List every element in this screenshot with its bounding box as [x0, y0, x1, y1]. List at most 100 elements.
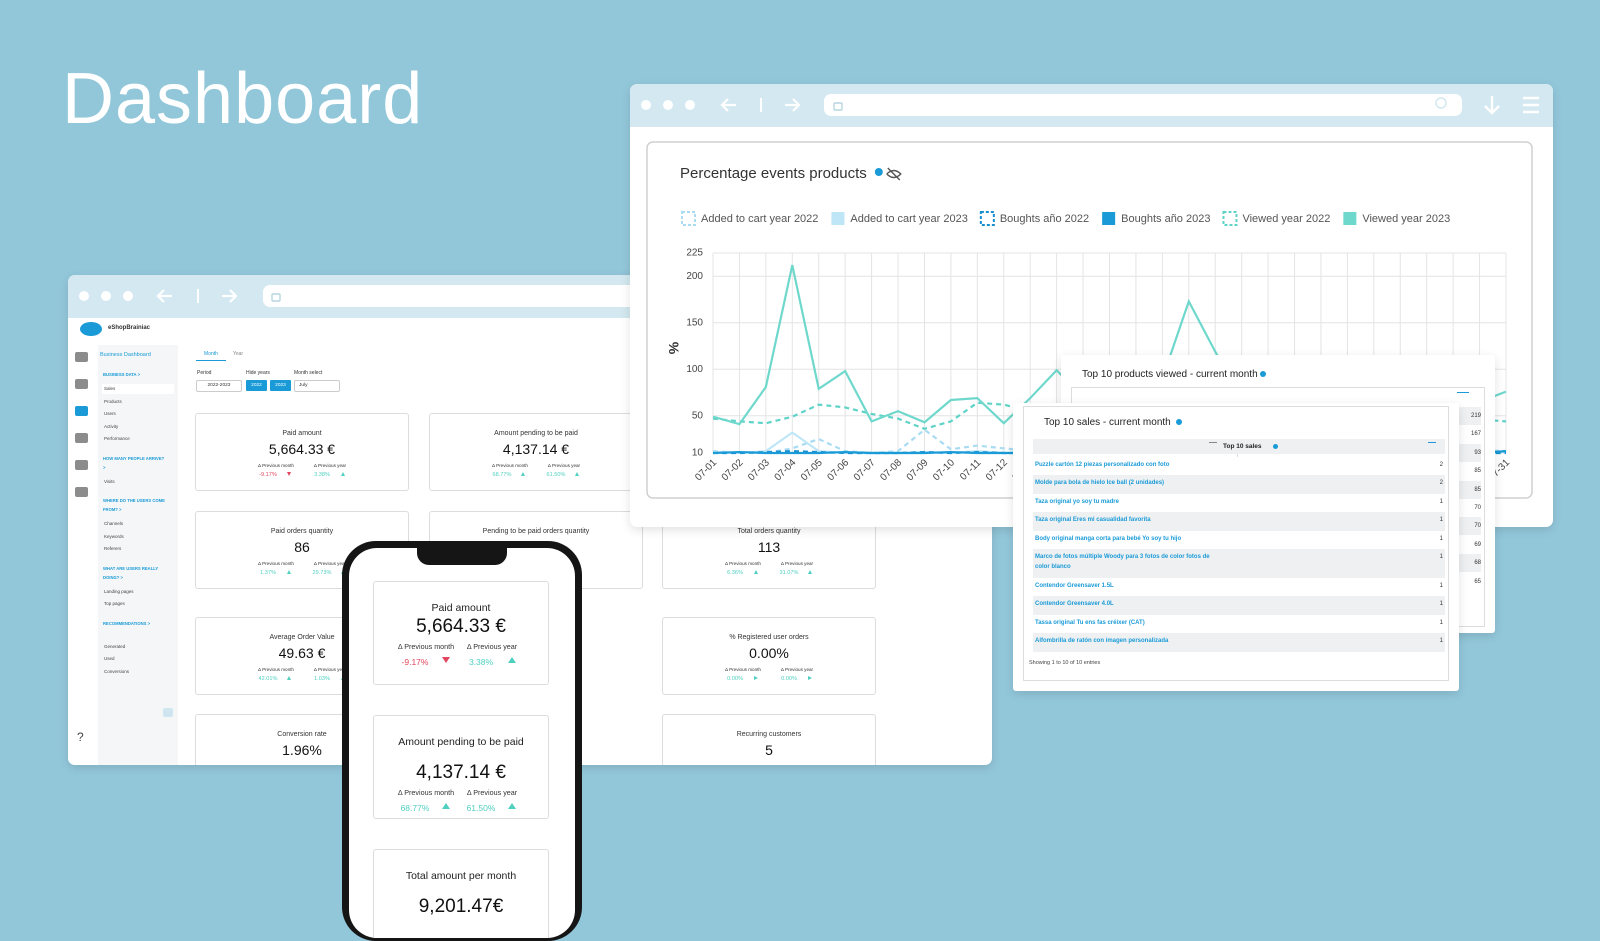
kpi-title: Amount pending to be paid: [494, 430, 578, 437]
delta-label: Δ Previous year: [313, 463, 347, 468]
sidebar-item[interactable]: Used: [104, 656, 115, 661]
product-name[interactable]: Taza original yo soy tu madre: [1035, 498, 1119, 505]
kpi-title: Total orders quantity: [737, 528, 801, 535]
delta-value: 68.77%: [400, 803, 430, 813]
kpi-value: 113: [757, 539, 781, 555]
info-icon: [1273, 444, 1278, 449]
window-dot: [685, 100, 695, 110]
year-toggle[interactable]: 2023: [270, 380, 291, 391]
sidebar-item[interactable]: Performance: [104, 436, 130, 441]
kpi-value: 5,664.33 €: [416, 616, 506, 637]
nav-icon[interactable]: [75, 487, 88, 497]
product-name[interactable]: Tassa original Tu ens fas créixer (CAT): [1035, 619, 1145, 626]
nav-icon[interactable]: [75, 379, 88, 389]
menu-icon[interactable]: [1523, 96, 1539, 114]
delta-value: 3.38%: [468, 657, 494, 667]
period-select[interactable]: 2022-2023: [196, 380, 242, 392]
collapse-button[interactable]: [163, 708, 173, 717]
sales-count: 1: [1439, 517, 1443, 524]
column-header[interactable]: Top 10 sales: [1223, 443, 1262, 450]
product-name[interactable]: Puzzle cartón 12 piezas personalizado co…: [1035, 462, 1170, 468]
product-name[interactable]: Contendor Greensaver 1.5L: [1035, 583, 1114, 589]
tab[interactable]: Month: [196, 351, 226, 361]
trend-icon: [575, 472, 579, 476]
legend-label: Viewed year 2023: [1362, 213, 1450, 225]
sidebar-item[interactable]: Channels: [104, 521, 124, 526]
address-bar[interactable]: [824, 94, 1462, 116]
legend-label: Added to cart year 2023: [850, 213, 967, 225]
delta-label: Δ Previous month: [397, 642, 455, 651]
product-name[interactable]: Taza original Eres mi casualidad favorit…: [1035, 517, 1151, 524]
product-name[interactable]: Alfombrilla de ratón con imagen personal…: [1035, 638, 1169, 645]
tab[interactable]: Year: [232, 351, 244, 357]
forward-arrow[interactable]: [785, 98, 801, 112]
delta-label: Δ Previous year: [313, 667, 347, 672]
sales-count: 1: [1439, 601, 1443, 608]
sidebar-item[interactable]: Conversions: [104, 668, 130, 674]
kpi-title: Average Order Value: [269, 634, 335, 641]
delta-value: 0.00%: [781, 676, 797, 682]
kpi-value: 5,664.33 €: [268, 441, 336, 457]
download-icon[interactable]: [1484, 96, 1500, 115]
legend-swatch: [1222, 211, 1238, 226]
search-icon[interactable]: [1435, 97, 1447, 109]
sidebar-item[interactable]: Landing pages: [104, 588, 134, 594]
back-arrow[interactable]: [720, 98, 736, 112]
brand: eShopBrainiac: [108, 325, 151, 331]
nav-icon[interactable]: [75, 352, 88, 362]
delta-label: Δ Previous month: [724, 561, 761, 566]
table-row: [1033, 596, 1445, 615]
sales-count: 1: [1439, 638, 1443, 645]
sidebar-item[interactable]: Users: [104, 411, 116, 416]
nav-icon[interactable]: [75, 433, 88, 443]
y-tick-label: 10: [692, 448, 704, 459]
kpi-card: Total amount per month 9,201.47€: [373, 849, 549, 938]
sidebar-item[interactable]: Top pages: [104, 601, 125, 606]
chart-title: Percentage events products: [680, 165, 867, 182]
month-select[interactable]: July: [294, 380, 340, 392]
sort-icon[interactable]: [1428, 442, 1436, 450]
lock-icon: [833, 102, 843, 111]
sidebar-item[interactable]: Activity: [104, 423, 119, 429]
section-heading: WHERE DO THE USERS COME FROM? >: [103, 498, 165, 512]
info-icon: [1260, 371, 1266, 377]
forward-arrow[interactable]: [222, 289, 238, 303]
kpi-title: % Registered user orders: [729, 634, 809, 641]
y-tick-label: 225: [686, 248, 703, 259]
sort-icon[interactable]: [1457, 392, 1469, 401]
sidebar-item[interactable]: Products: [104, 398, 122, 404]
sidebar-item[interactable]: Keywords: [104, 533, 124, 539]
window-dot: [663, 100, 673, 110]
table-row: [1033, 475, 1445, 494]
body: Dashboard eShopBrainiac? Business Dashboa…: [62, 59, 1553, 941]
sidebar-item[interactable]: Generated: [104, 643, 126, 649]
product-name[interactable]: Contendor Greensaver 4.0L: [1035, 601, 1114, 608]
legend-swatch: [681, 211, 696, 226]
window-dot: [79, 291, 89, 301]
delta-value: 68.77%: [492, 472, 512, 478]
sort-icon[interactable]: [1209, 442, 1217, 450]
product-name[interactable]: Molde para bola de hielo Ice ball (2 uni…: [1035, 480, 1165, 487]
delta-label: Δ Previous year: [547, 463, 581, 468]
product-name[interactable]: Marco de fotos múltiple Woody para 3 fot…: [1035, 554, 1210, 570]
section-heading: WHAT ARE USERS REALLY DOING? >: [103, 565, 159, 580]
product-name[interactable]: Body original manga corta para bebé Yo s…: [1035, 535, 1182, 542]
y-tick-label: 200: [686, 271, 703, 282]
kpi-title: Paid amount: [282, 430, 322, 437]
trend-icon: [442, 657, 450, 663]
table-row: [1033, 457, 1445, 476]
back-arrow[interactable]: [156, 289, 172, 303]
trend-icon: [521, 472, 525, 476]
sidebar-item[interactable]: Referers: [104, 546, 122, 551]
help-icon[interactable]: ?: [77, 730, 84, 744]
nav-icon[interactable]: [75, 460, 88, 470]
info-icon: [874, 168, 883, 176]
table-row: [1033, 530, 1445, 549]
kpi-card: Paid amount 5,664.33 € Δ Previous month -9.…: [195, 413, 409, 491]
sidebar-item[interactable]: Sales: [102, 384, 174, 394]
nav-icon[interactable]: [75, 406, 88, 416]
sidebar-item[interactable]: Visits: [104, 478, 115, 484]
year-toggle[interactable]: 2022: [246, 380, 267, 391]
legend-label: Boughts año 2023: [1121, 213, 1210, 225]
delta-value: 3.38%: [314, 472, 330, 478]
